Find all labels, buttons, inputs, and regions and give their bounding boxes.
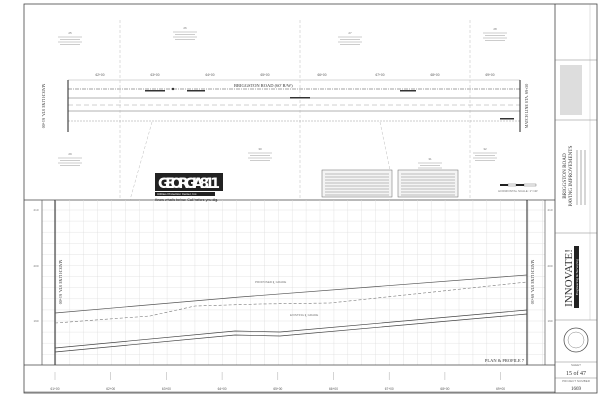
plan-station-label: 64+00 — [206, 73, 215, 77]
profile-station-label: 63+00 — [162, 387, 171, 391]
plan-station-label: 62+00 — [96, 73, 105, 77]
plan-view: BRIGGSTON ROAD (60' R/W) MATCH LINE STA.… — [41, 20, 529, 201]
svg-text:27: 27 — [348, 31, 352, 35]
firm-subtitle: Engineering & Surveying — [575, 259, 579, 295]
scale-bar: HORIZONTAL SCALE: 1"=40' — [498, 183, 538, 193]
profile-station-label: 61+00 — [51, 387, 60, 391]
plan-station-label: 68+00 — [431, 73, 440, 77]
svg-text:26: 26 — [183, 26, 187, 30]
profile-station-label: 65+00 — [273, 387, 282, 391]
profile-match-right-label: MATCH LINE STA. 69+50 — [530, 260, 535, 305]
plan-station-label: 66+00 — [318, 73, 327, 77]
elevation-label: 190 — [547, 319, 552, 323]
svg-text:31: 31 — [428, 157, 432, 161]
elevation-label: 190 — [33, 319, 38, 323]
elevation-label: 200 — [33, 264, 38, 268]
sheet-border — [23, 3, 598, 394]
parcel-callout: 28 — [483, 27, 507, 41]
title-block: BRIGGSTON ROAD PAVING IMPROVEMENTS INNOV… — [555, 4, 597, 392]
plan-station-label: 67+00 — [376, 73, 385, 77]
profile-station-label: 69+00 — [496, 387, 505, 391]
sheet-number: 15 of 47 — [566, 370, 586, 377]
plan-station-label: 65+00 — [261, 73, 270, 77]
elevation-label: 210 — [547, 208, 552, 212]
profile-station-label: 67+00 — [385, 387, 394, 391]
parcel-callout: 27 — [338, 31, 362, 45]
project-number-label: PROJECT NUMBER — [562, 379, 591, 383]
project-subtitle: PAVING IMPROVEMENTS — [568, 146, 574, 207]
parcel-callout: 31 — [418, 157, 442, 171]
svg-text:29: 29 — [68, 152, 72, 156]
profile-station-label: 62+00 — [106, 387, 115, 391]
svg-text:32: 32 — [483, 147, 487, 151]
svg-text:25: 25 — [68, 31, 72, 35]
profile-match-left-label: MATCH LINE STA. 61+00 — [58, 260, 63, 305]
engineer-seal — [563, 327, 589, 353]
parcel-callout: 26 — [173, 26, 197, 40]
existing-grade-label: EXISTING ℄ GRADE — [290, 313, 318, 317]
plan-station-label: 63+00 — [151, 73, 160, 77]
profile-station-label: 68+00 — [440, 387, 449, 391]
proposed-grade-label: PROPOSED ℄ GRADE — [255, 280, 286, 284]
elevation-label: 210 — [33, 208, 38, 212]
match-line-left-label: MATCH LINE STA. 61+00 — [41, 84, 46, 129]
svg-text:GEORGIA811: GEORGIA811 — [158, 176, 220, 192]
pipe-bottom-line — [54, 313, 528, 353]
road-label: BRIGGSTON ROAD (60' R/W) — [234, 83, 293, 88]
plan-station-label: 69+00 — [486, 73, 495, 77]
elevation-label: 200 — [547, 264, 552, 268]
project-number: 1669 — [571, 387, 582, 392]
profile-view: PROPOSED ℄ GRADE EXISTING ℄ GRADE MATCH … — [24, 200, 555, 393]
logo-sub: Utilities Protection Center, Inc. — [157, 192, 197, 196]
proposed-grade-line — [54, 274, 528, 314]
project-title: BRIGGSTON ROAD — [562, 153, 568, 199]
parcel-callout: 30 — [248, 147, 272, 161]
parcel-callout: 29 — [58, 152, 82, 166]
parcel-callout: 32 — [473, 147, 497, 161]
match-line-right-label: MATCH LINE STA. 69+50 — [524, 84, 529, 129]
sheet-label: SHEET — [571, 363, 581, 367]
logo-tagline: Know what's below. Call before you dig. — [155, 198, 218, 202]
profile-station-label: 66+00 — [329, 387, 338, 391]
firm-logo: INNOVATE! — [563, 249, 575, 307]
notes-boxes — [321, 169, 459, 198]
svg-text:30: 30 — [258, 147, 262, 151]
scale-label: HORIZONTAL SCALE: 1"=40' — [498, 189, 538, 193]
georgia811-logo: GEORGIA811 Utilities Protection Center, … — [155, 173, 223, 202]
pipe-top-line — [54, 309, 528, 349]
parcel-callout: 25 — [58, 31, 82, 45]
profile-station-label: 64+00 — [218, 387, 227, 391]
svg-text:28: 28 — [493, 27, 497, 31]
profile-title: PLAN & PROFILE 7 — [485, 358, 525, 363]
